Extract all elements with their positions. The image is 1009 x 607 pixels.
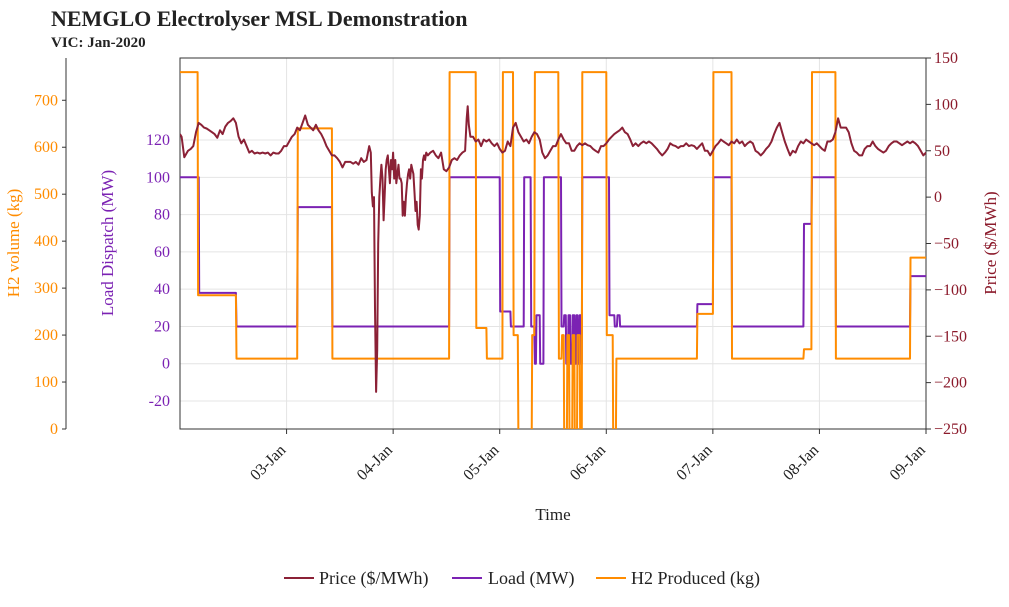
h2-tick-label: 600 [34,139,58,156]
x-axis-label: Time [535,505,570,524]
x-tick-label: 05-Jan [460,442,502,484]
series-line-h2 [180,71,926,429]
legend-label-h2: H2 Produced (kg) [631,568,760,589]
gridlines [180,58,927,429]
h2-tick-label: 700 [34,92,58,109]
load-tick-label: 40 [154,281,170,298]
x-tick-label: 09-Jan [887,442,929,484]
h2-axis-label: H2 volume (kg) [4,189,23,298]
x-tick-label: 03-Jan [247,442,289,484]
load-tick-label: 0 [162,356,170,373]
legend: Price ($/MWh) Load (MW) H2 Produced (kg) [284,568,760,589]
price-tick-label: −150 [934,328,967,345]
h2-tick-label: 100 [34,374,58,391]
series-group [180,71,926,429]
h2-tick-label: 400 [34,233,58,250]
x-tick-label: 08-Jan [780,442,822,484]
price-tick-label: 150 [934,50,958,67]
legend-label-load: Load (MW) [488,568,574,589]
price-tick-label: −100 [934,282,967,299]
legend-label-price: Price ($/MWh) [319,568,428,589]
h2-tick-label: 300 [34,280,58,297]
load-tick-label: 100 [146,169,170,186]
series-line-price [180,105,926,393]
price-tick-label: 100 [934,96,958,113]
price-tick-label: −200 [934,375,967,392]
load-tick-label: 20 [154,318,170,335]
series-line-load [180,176,926,365]
price-tick-label: 50 [934,143,950,160]
load-axis-label: Load Dispatch (MW) [98,170,117,316]
load-tick-label: 80 [154,207,170,224]
x-tick-label: 06-Jan [567,442,609,484]
price-tick-label: 0 [934,189,942,206]
load-tick-label: 120 [146,132,170,149]
load-tick-label: 60 [154,244,170,261]
x-tick-label: 07-Jan [674,442,716,484]
load-tick-label: -20 [149,393,170,410]
chart-subtitle: VIC: Jan-2020 [51,35,146,51]
h2-tick-label: 500 [34,186,58,203]
chart-title: NEMGLO Electrolyser MSL Demonstration [51,6,468,31]
h2-tick-label: 0 [50,421,58,438]
h2-tick-label: 200 [34,327,58,344]
price-tick-label: −50 [934,236,959,253]
plot-frame [179,57,927,430]
x-tick-label: 04-Jan [354,442,396,484]
price-axis-label: Price ($/MWh) [981,191,1000,294]
price-tick-label: −250 [934,421,967,438]
